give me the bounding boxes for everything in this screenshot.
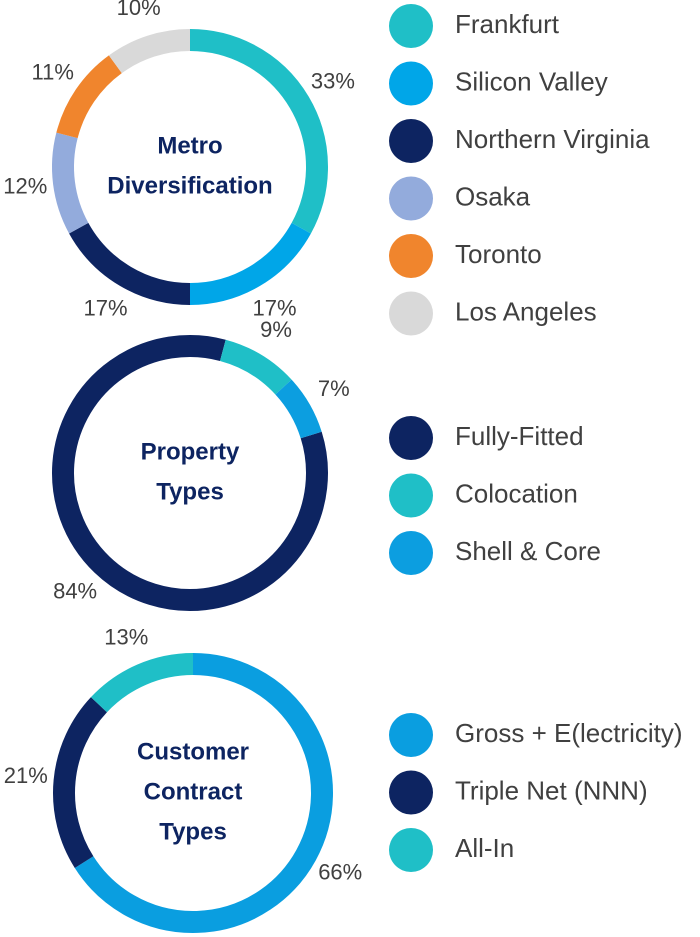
legend-label: Fully-Fitted <box>455 421 584 451</box>
chart-title: Contract <box>144 778 243 805</box>
legend-swatch <box>389 828 433 872</box>
donut-slice <box>189 29 328 234</box>
legend-label: Toronto <box>455 239 542 269</box>
chart-title: Metro <box>157 132 222 159</box>
donut-slice <box>74 653 333 933</box>
legend-label: Frankfurt <box>455 9 560 39</box>
legend-swatch <box>389 234 433 278</box>
chart-title: Customer <box>137 738 249 765</box>
legend-swatch <box>389 4 433 48</box>
data-label: 9% <box>260 317 292 342</box>
legend-swatch <box>389 61 433 106</box>
legend-swatch <box>389 713 433 757</box>
data-label: 66% <box>318 860 362 885</box>
legend-label: Silicon Valley <box>455 66 608 96</box>
donut-slice <box>90 653 194 713</box>
legend-label: Osaka <box>455 181 531 211</box>
donut-slice <box>275 379 322 439</box>
legend-label: All-In <box>455 833 514 863</box>
donut-slice <box>219 339 292 395</box>
donut-slice <box>108 29 191 74</box>
legend-label: Colocation <box>455 478 578 508</box>
donut-slice <box>52 335 328 611</box>
donut-slice <box>56 55 123 139</box>
legend-swatch <box>389 531 433 575</box>
data-label: 10% <box>117 0 161 20</box>
data-label: 17% <box>83 296 127 321</box>
legend-swatch <box>389 291 433 336</box>
data-label: 33% <box>311 68 355 93</box>
legend-swatch <box>389 416 433 460</box>
legend-swatch <box>389 176 433 221</box>
donut-slice <box>69 222 191 305</box>
donut-slice <box>53 697 108 869</box>
data-label: 12% <box>3 174 47 199</box>
chart-title: Types <box>159 818 227 845</box>
data-label: 21% <box>4 763 48 788</box>
legend-swatch <box>389 119 433 163</box>
data-label: 84% <box>53 579 97 604</box>
donut-slice <box>52 132 89 234</box>
legend-label: Shell & Core <box>455 536 601 566</box>
data-label: 13% <box>104 625 148 650</box>
legend-label: Triple Net (NNN) <box>455 775 648 805</box>
legend-swatch <box>389 770 433 815</box>
data-label: 7% <box>318 376 350 401</box>
data-label: 11% <box>32 60 74 85</box>
chart-title: Diversification <box>107 172 272 199</box>
donut-slice <box>189 222 311 305</box>
legend-label: Northern Virginia <box>455 124 650 154</box>
data-label: 17% <box>252 296 296 321</box>
chart-title: Property <box>141 438 240 465</box>
legend-swatch <box>389 473 433 518</box>
legend-label: Gross + E(lectricity) <box>455 718 683 748</box>
chart-title: Types <box>156 478 224 505</box>
legend-label: Los Angeles <box>455 296 597 326</box>
